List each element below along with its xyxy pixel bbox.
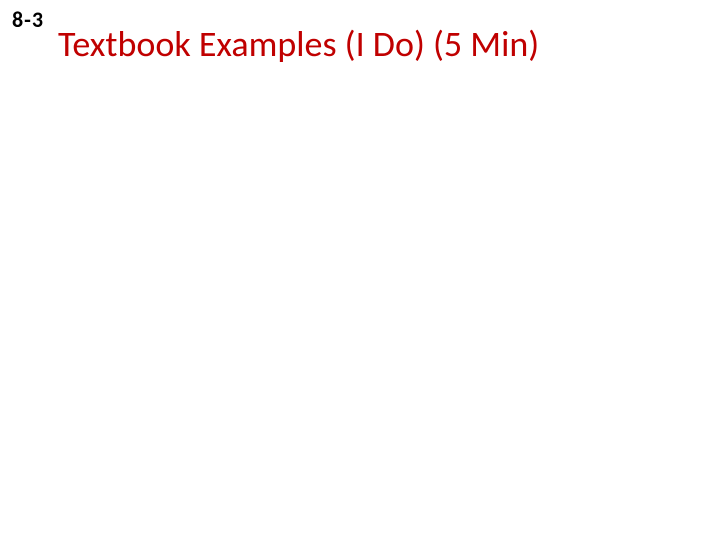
- page-title: Textbook Examples (I Do) (5 Min): [58, 22, 539, 66]
- lesson-number-label: 8-3: [12, 6, 44, 33]
